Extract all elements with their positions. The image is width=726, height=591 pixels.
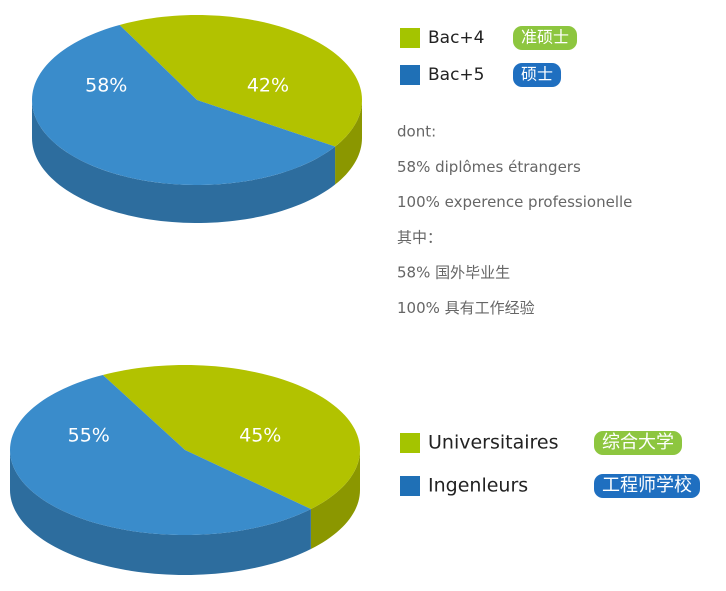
note: 100% experence professionelle [397, 193, 632, 211]
pie-side [10, 450, 311, 575]
badge-label: 综合大学 [602, 432, 674, 453]
legend-swatch [400, 433, 420, 453]
badge [513, 26, 578, 50]
pie-slice [10, 374, 311, 535]
legend-label: Ingenleurs [428, 475, 528, 497]
pie-side [310, 450, 360, 550]
badge [513, 63, 562, 87]
legend-label: Bac+4 [428, 28, 485, 48]
badge-label: 硕士 [521, 65, 553, 84]
pie-label: 58% [85, 75, 127, 97]
pie-slice [119, 15, 362, 147]
badge-label: 工程师学校 [602, 475, 692, 496]
legend-label: Bac+5 [428, 65, 485, 85]
pie-slice [32, 24, 336, 185]
note: 58% 国外毕业生 [397, 264, 510, 282]
pie-side [32, 100, 336, 223]
badge-label: 准硕士 [521, 28, 569, 47]
badge [594, 431, 682, 455]
legend-swatch [400, 65, 420, 85]
pie-slice [102, 365, 361, 510]
legend-label: Universitaires [428, 432, 559, 454]
note: 58% diplômes étrangers [397, 158, 581, 176]
legend-swatch [400, 476, 420, 496]
pie-label: 45% [239, 425, 281, 447]
badge [594, 474, 700, 498]
legend-swatch [400, 28, 420, 48]
note: 100% 具有工作经验 [397, 299, 535, 317]
pie-label: 42% [247, 75, 289, 97]
note: dont: [397, 123, 436, 141]
pie-side [335, 100, 362, 185]
note: 其中： [397, 228, 442, 246]
pie-label: 55% [68, 425, 110, 447]
